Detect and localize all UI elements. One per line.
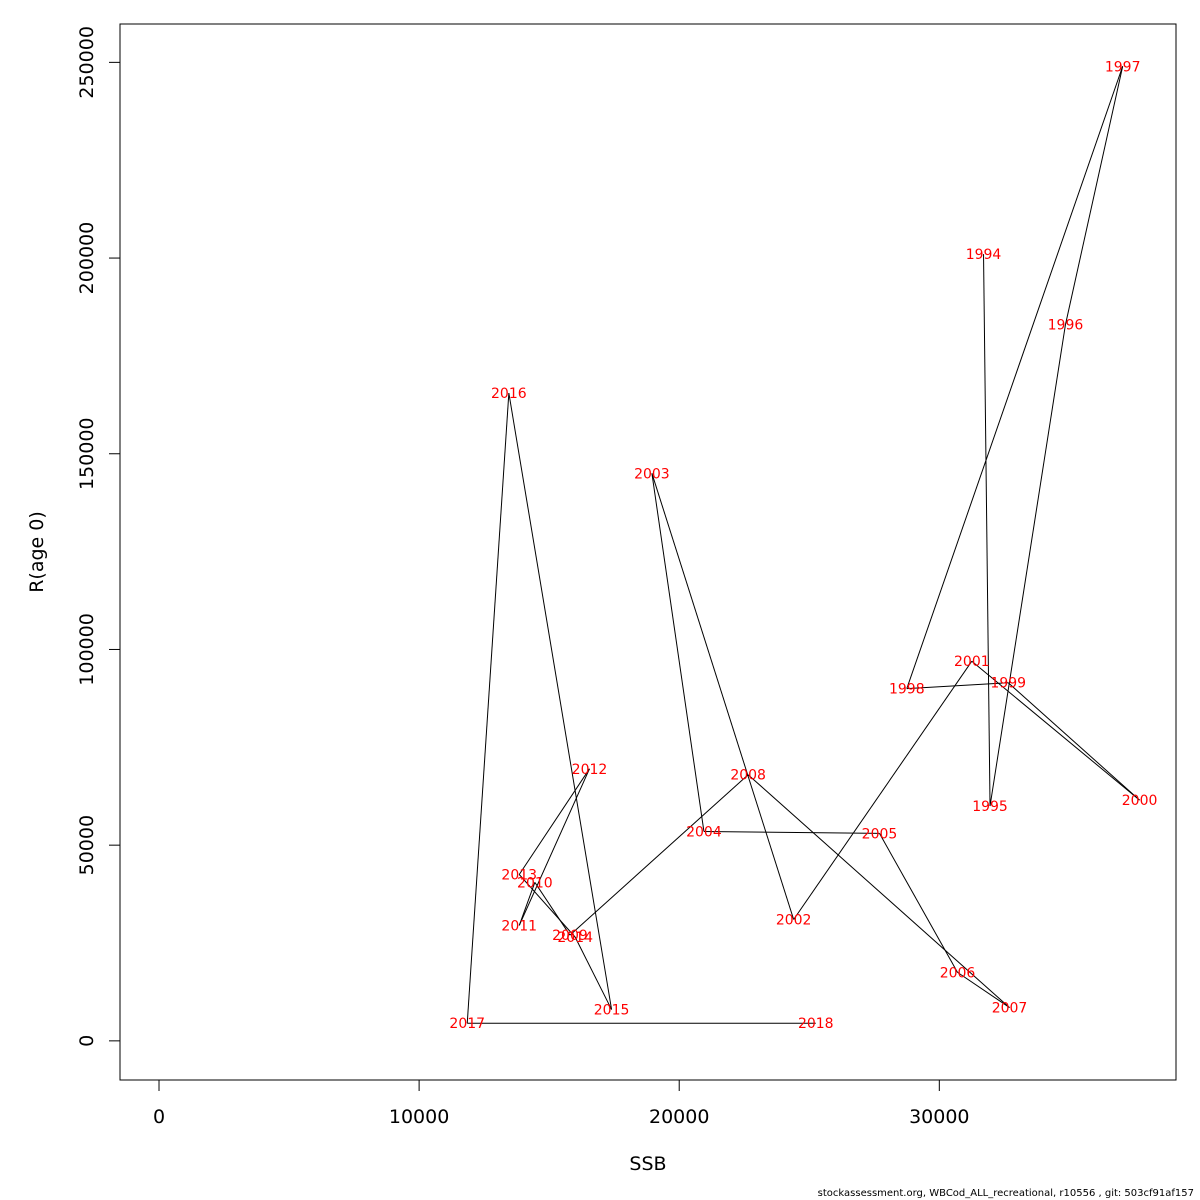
- series-segment: [651, 473, 705, 832]
- point-label-2009: 2009: [552, 928, 588, 944]
- y-axis-title: R(age 0): [26, 511, 48, 593]
- x-tick-label: 0: [153, 1106, 165, 1128]
- series-segment: [518, 768, 590, 875]
- point-label-2001: 2001: [954, 654, 990, 670]
- series-segment: [651, 473, 795, 920]
- point-label-1999: 1999: [990, 676, 1026, 692]
- series-segment: [983, 254, 991, 807]
- series-segment: [879, 833, 958, 973]
- series-segment: [906, 682, 1009, 690]
- series-segment: [703, 830, 880, 834]
- point-label-1997: 1997: [1105, 59, 1141, 75]
- y-tick-label: 100000: [76, 613, 98, 686]
- point-label-2000: 2000: [1122, 793, 1158, 809]
- series-segment: [989, 324, 1066, 807]
- series-segment: [518, 768, 590, 926]
- y-tick-label: 50000: [76, 815, 98, 875]
- point-label-2017: 2017: [449, 1016, 485, 1032]
- y-tick-label: 150000: [76, 417, 98, 490]
- series-segment: [569, 774, 749, 936]
- y-axis: 0 50000 100000 150000 200000 250000: [76, 26, 121, 1047]
- point-label-1994: 1994: [966, 247, 1002, 263]
- point-label-2008: 2008: [730, 768, 766, 784]
- point-label-2012: 2012: [572, 762, 608, 778]
- series-segment: [574, 936, 613, 1010]
- y-tick-label: 200000: [76, 222, 98, 295]
- point-label-1996: 1996: [1048, 318, 1084, 334]
- series-segment: [518, 874, 576, 938]
- series-segment: [957, 971, 1010, 1009]
- point-label-2013: 2013: [501, 868, 537, 884]
- series-segment: [534, 882, 571, 936]
- series-segment: [906, 66, 1124, 689]
- series-segment: [747, 774, 1010, 1008]
- x-axis: 0 10000 20000 30000: [153, 1079, 970, 1128]
- plot-frame: [119, 23, 1177, 1081]
- footer-credit: stockassessment.org, WBCod_ALL_recreatio…: [817, 1188, 1194, 1199]
- point-label-2018: 2018: [798, 1016, 834, 1032]
- y-tick-label: 0: [76, 1035, 98, 1047]
- point-label-2006: 2006: [940, 965, 976, 981]
- point-label-2004: 2004: [686, 824, 722, 840]
- point-label-2007: 2007: [992, 1001, 1028, 1017]
- point-label-1995: 1995: [972, 799, 1008, 815]
- point-label-2016: 2016: [491, 386, 527, 402]
- point-label-2015: 2015: [594, 1003, 630, 1019]
- series-segment: [1007, 682, 1140, 801]
- series-segment: [508, 393, 613, 1010]
- point-label-2003: 2003: [634, 466, 670, 482]
- point-label-2011: 2011: [501, 918, 537, 934]
- y-tick-label: 250000: [76, 26, 98, 99]
- point-label-2005: 2005: [862, 826, 898, 842]
- x-tick-label: 20000: [649, 1106, 709, 1128]
- x-tick-label: 30000: [909, 1106, 969, 1128]
- x-axis-title: SSB: [629, 1153, 666, 1175]
- series-segment: [1064, 66, 1124, 325]
- point-label-2002: 2002: [776, 913, 812, 929]
- point-label-2010: 2010: [517, 875, 553, 891]
- point-label-2014: 2014: [557, 930, 593, 946]
- series-segment: [466, 393, 510, 1024]
- series-segment: [971, 660, 1140, 801]
- point-label-1998: 1998: [889, 682, 925, 698]
- year-labels: 1994 1995 1996 1997 1998 1999 2000 2001 2002 2003…: [449, 59, 1157, 1032]
- x-tick-label: 10000: [389, 1106, 449, 1128]
- series-path: [466, 66, 1140, 1024]
- series-segment: [793, 660, 973, 920]
